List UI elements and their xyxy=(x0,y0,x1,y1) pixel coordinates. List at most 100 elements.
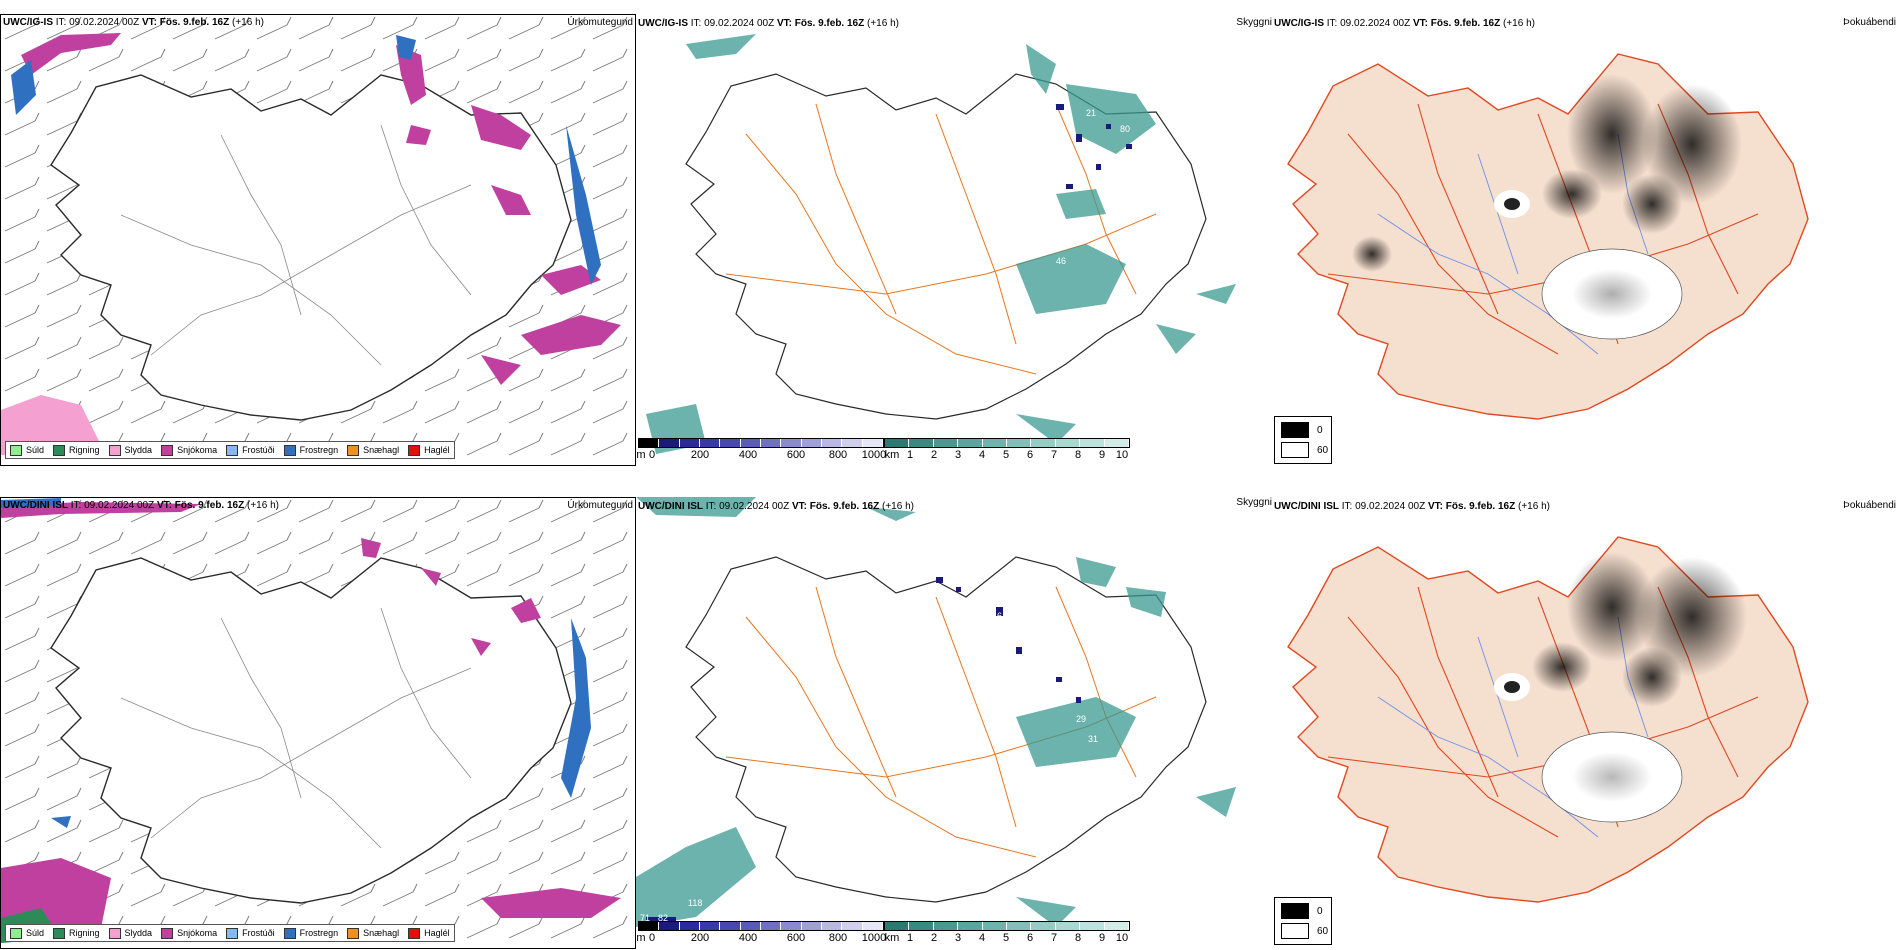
precip-map xyxy=(1,498,635,948)
legend-swatch xyxy=(226,927,239,939)
tick-label: 6 xyxy=(1026,449,1034,461)
legend-swatch xyxy=(108,927,121,939)
fog-legend-swatch xyxy=(1281,442,1309,458)
fog-indicator-map xyxy=(1287,536,1809,903)
fog-legend-swatch xyxy=(1281,903,1309,919)
map-value: 80 xyxy=(1120,124,1130,134)
map-value: 30 xyxy=(1124,156,1134,166)
fog-legend-row2: 0 60 xyxy=(1274,897,1332,945)
legend-swatch xyxy=(347,927,360,939)
legend-item: Rigning xyxy=(53,927,100,939)
panel-header: UWC/DINI ISL IT: 09.02.2024 00Z VT: Fös.… xyxy=(3,500,279,511)
tick-label: 10 xyxy=(1115,449,1129,461)
visibility-colorbar: km 1 2 3 4 5 6 7 8 9 10 xyxy=(884,921,1130,945)
unit-label: m xyxy=(636,449,646,461)
legend-swatch xyxy=(408,444,421,456)
tick-label: 1 xyxy=(906,932,914,944)
map-value: 46 xyxy=(1056,256,1066,266)
legend-swatch xyxy=(283,927,296,939)
panel-type-label: Skyggni xyxy=(1236,17,1272,28)
legend-item: Snæhagl xyxy=(347,927,399,939)
map-value: 26 xyxy=(1102,624,1112,634)
tick-label: 400 xyxy=(738,932,758,944)
map-value: 27 xyxy=(944,246,954,256)
fog-indicator-map xyxy=(1287,53,1809,420)
ceiling-colorbar-strip xyxy=(638,438,884,448)
ceiling-colorbar: m 0 200 400 600 800 1000 xyxy=(636,921,887,945)
tick-label: 1 xyxy=(906,449,914,461)
legend-swatch xyxy=(347,444,360,456)
tick-label: 7 xyxy=(1050,449,1058,461)
tick-label: 5 xyxy=(1002,932,1010,944)
tick-label: 3 xyxy=(954,932,962,944)
panel-type-label: Þokuábendi xyxy=(1843,17,1896,28)
map-value: 82 xyxy=(658,913,668,923)
visibility-colorbar-strip xyxy=(884,438,1130,448)
legend-item: Frostúði xyxy=(226,927,275,939)
map-value: 71 xyxy=(640,913,650,923)
legend-item: Rigning xyxy=(53,444,100,456)
map-value: 27 xyxy=(1098,607,1108,617)
panel-header: UWC/DINI ISL IT: 09.02.2024 00Z VT: Fös.… xyxy=(638,501,914,512)
legend-item: Haglél xyxy=(408,927,450,939)
legend-item: Slydda xyxy=(108,444,152,456)
precip-type-legend: Súld Rigning Slydda Snjókoma Frostúði Fr… xyxy=(5,441,455,459)
tick-label: 2 xyxy=(930,932,938,944)
tick-label: 1000 xyxy=(861,449,887,461)
legend-swatch xyxy=(53,444,66,456)
ceiling-colorbar-strip xyxy=(638,921,884,931)
legend-swatch xyxy=(108,444,121,456)
panel-header: UWC/DINI ISL IT: 09.02.2024 00Z VT: Fös.… xyxy=(1274,501,1550,512)
legend-swatch xyxy=(283,444,296,456)
map-value: 21 xyxy=(1086,108,1096,118)
tick-label: 800 xyxy=(828,932,848,944)
ceiling-visibility-map: 21 80 31 30 27 27 46 10 xyxy=(646,34,1236,454)
map-value: 29 xyxy=(1076,714,1086,724)
legend-item: Súld xyxy=(10,927,44,939)
unit-label: km xyxy=(884,932,900,944)
panel-header: UWC/IG-IS IT: 09.02.2024 00Z VT: Fös. 9.… xyxy=(1274,18,1535,29)
legend-item: Snjókoma xyxy=(161,927,217,939)
tick-label: 9 xyxy=(1098,932,1106,944)
tick-label: 400 xyxy=(738,449,758,461)
panel-type-label: Úrkomutegund xyxy=(567,500,633,511)
cloud-panel-row1: UWC/IG-IS IT: 09.02.2024 00Z VT: Fös. 9.… xyxy=(636,14,1272,466)
tick-label: 10 xyxy=(1115,932,1129,944)
visibility-colorbar-strip xyxy=(884,921,1130,931)
legend-swatch xyxy=(53,927,66,939)
precip-panel-row1: UWC/IG-IS IT: 09.02.2024 00Z VT: Fös. 9.… xyxy=(0,14,636,466)
legend-item: Snæhagl xyxy=(347,444,399,456)
legend-swatch xyxy=(10,927,22,939)
tick-label: 3 xyxy=(954,449,962,461)
map-value: 186 xyxy=(944,717,959,727)
map-value: 16 xyxy=(992,611,1002,621)
precip-panel-row2: UWC/DINI ISL IT: 09.02.2024 00Z VT: Fös.… xyxy=(0,497,636,949)
legend-item: Frostregn xyxy=(283,444,338,456)
legend-swatch xyxy=(161,444,174,456)
tick-label: 4 xyxy=(978,932,986,944)
legend-item: Haglél xyxy=(408,444,450,456)
legend-item: Snjókoma xyxy=(161,444,217,456)
map-value: 10 xyxy=(1068,326,1078,336)
fog-legend-row1: 0 60 xyxy=(1274,416,1332,464)
fog-panel-row1: UWC/IG-IS IT: 09.02.2024 00Z VT: Fös. 9.… xyxy=(1272,14,1900,466)
tick-label: 800 xyxy=(828,449,848,461)
tick-label: 2 xyxy=(930,449,938,461)
tick-label: 8 xyxy=(1074,932,1082,944)
map-value: 31 xyxy=(1146,141,1156,151)
fog-legend-swatch xyxy=(1281,422,1309,438)
fog-legend-swatch xyxy=(1281,923,1309,939)
ceiling-visibility-map: 27 16 26 15 186 29 31 16 118 71 82 xyxy=(636,497,1236,931)
legend-item: Frostúði xyxy=(226,444,275,456)
map-value: 118 xyxy=(688,898,702,908)
tick-label: 1000 xyxy=(861,932,887,944)
panel-type-label: Úrkomutegund xyxy=(567,17,633,28)
tick-label: 5 xyxy=(1002,449,1010,461)
tick-label: 8 xyxy=(1074,449,1082,461)
tick-label: 6 xyxy=(1026,932,1034,944)
tick-label: 600 xyxy=(786,932,806,944)
panel-type-label: Skyggni xyxy=(1236,497,1272,508)
fog-panel-row2: UWC/DINI ISL IT: 09.02.2024 00Z VT: Fös.… xyxy=(1272,497,1900,949)
map-value: 27 xyxy=(1160,158,1170,168)
cloud-panel-row2: UWC/DINI ISL IT: 09.02.2024 00Z VT: Fös.… xyxy=(636,497,1272,949)
